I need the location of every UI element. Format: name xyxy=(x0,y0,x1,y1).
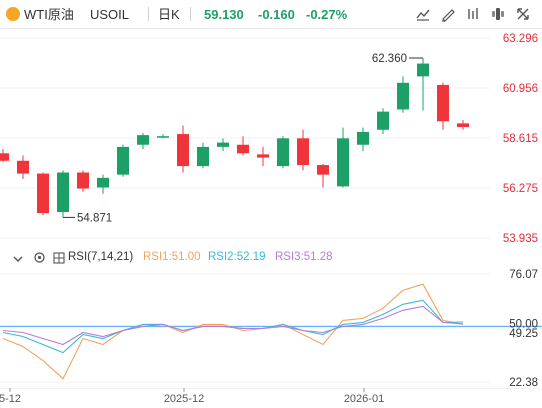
x-tick-label: 2025-12 xyxy=(164,393,204,405)
candle-body xyxy=(37,173,49,214)
symbol-code[interactable]: USOIL xyxy=(90,7,130,22)
candles xyxy=(0,57,469,218)
price-tick-label: 58.615 xyxy=(503,133,538,145)
rsi-tick-label: 76.07 xyxy=(509,269,538,281)
candle-body xyxy=(217,142,229,147)
price-tick-label: 53.935 xyxy=(503,233,538,245)
candlestick-chart[interactable]: 63.296 60.956 58.615 56.275 53.935 62.360 54.… xyxy=(0,28,542,248)
candle-body xyxy=(17,160,29,174)
rsi-tick-label: 49.25 xyxy=(509,328,538,340)
high-annotation-label: 62.360 xyxy=(372,53,407,65)
candle-body xyxy=(357,131,369,145)
candle-body xyxy=(457,123,469,128)
price-change-pct: -0.27% xyxy=(306,7,348,22)
x-tick-label: 5-12 xyxy=(0,393,21,405)
candle-body xyxy=(337,138,349,187)
candle-body xyxy=(277,138,289,167)
toolbar-divider xyxy=(148,7,149,21)
fullscreen-icon[interactable] xyxy=(514,5,532,23)
price-axis: 63.296 60.956 58.615 56.275 53.935 xyxy=(503,33,538,245)
candle-body xyxy=(317,165,329,175)
extreme-annotations: 62.360 54.871 xyxy=(63,53,423,224)
rsi-header: RSI(7,14,21) RSI1:51.00 RSI2:52.19 RSI3:… xyxy=(0,248,542,268)
price-tick-label: 56.275 xyxy=(503,183,538,195)
rsi-lines xyxy=(2,283,464,380)
rsi-line-rsi1 xyxy=(2,283,464,380)
candle-body xyxy=(397,82,409,110)
price-grid xyxy=(0,37,490,239)
toolbar-divider xyxy=(190,7,191,21)
candle-body xyxy=(377,111,389,130)
rsi-line-rsi3 xyxy=(2,305,464,346)
candle-body xyxy=(57,172,69,213)
candle-body xyxy=(257,154,269,158)
last-price: 59.130 xyxy=(204,7,244,22)
settings-icon[interactable] xyxy=(489,5,507,23)
price-change: -0.160 xyxy=(258,7,295,22)
candle-body xyxy=(77,172,89,189)
date-axis: 5-12 2025-12 2026-01 xyxy=(0,388,542,405)
candle-body xyxy=(157,136,169,138)
candle-body xyxy=(297,138,309,166)
candle-body xyxy=(137,135,149,145)
rsi3-label: RSI3:51.28 xyxy=(275,251,333,263)
x-tick-label: 2026-01 xyxy=(344,393,384,405)
low-annotation-label: 54.871 xyxy=(77,212,112,224)
chart-toolbar: WTI原油 USOIL 日K 59.130 -0.160 -0.27% xyxy=(0,0,542,29)
indicator-icon[interactable] xyxy=(414,5,432,23)
compare-icon[interactable] xyxy=(464,5,482,23)
chevron-down-icon[interactable] xyxy=(12,252,24,270)
candle-body xyxy=(417,63,429,77)
price-tick-label: 60.956 xyxy=(503,83,538,95)
candle-body xyxy=(197,146,209,167)
rsi1-label: RSI1:51.00 xyxy=(143,251,201,263)
rsi-tick-label: 50.00 xyxy=(509,318,538,330)
candle-body xyxy=(237,144,249,154)
draw-icon[interactable] xyxy=(439,5,457,23)
rsi2-label: RSI2:52.19 xyxy=(208,251,266,263)
candle-body xyxy=(437,84,449,122)
symbol-name[interactable]: WTI原油 xyxy=(24,7,74,22)
rsi-title[interactable]: RSI(7,14,21) xyxy=(68,251,134,263)
candle-body xyxy=(0,153,9,161)
rsi-tick-label: 22.38 xyxy=(509,377,538,388)
oil-logo-icon xyxy=(6,7,20,21)
indicator-menu-icon[interactable] xyxy=(53,251,65,269)
period-selector[interactable]: 日K xyxy=(158,7,180,22)
candle-body xyxy=(117,146,129,175)
candle-body xyxy=(97,177,109,188)
price-tick-label: 63.296 xyxy=(503,33,538,45)
candle-body xyxy=(177,134,189,167)
gear-icon[interactable] xyxy=(33,251,46,269)
